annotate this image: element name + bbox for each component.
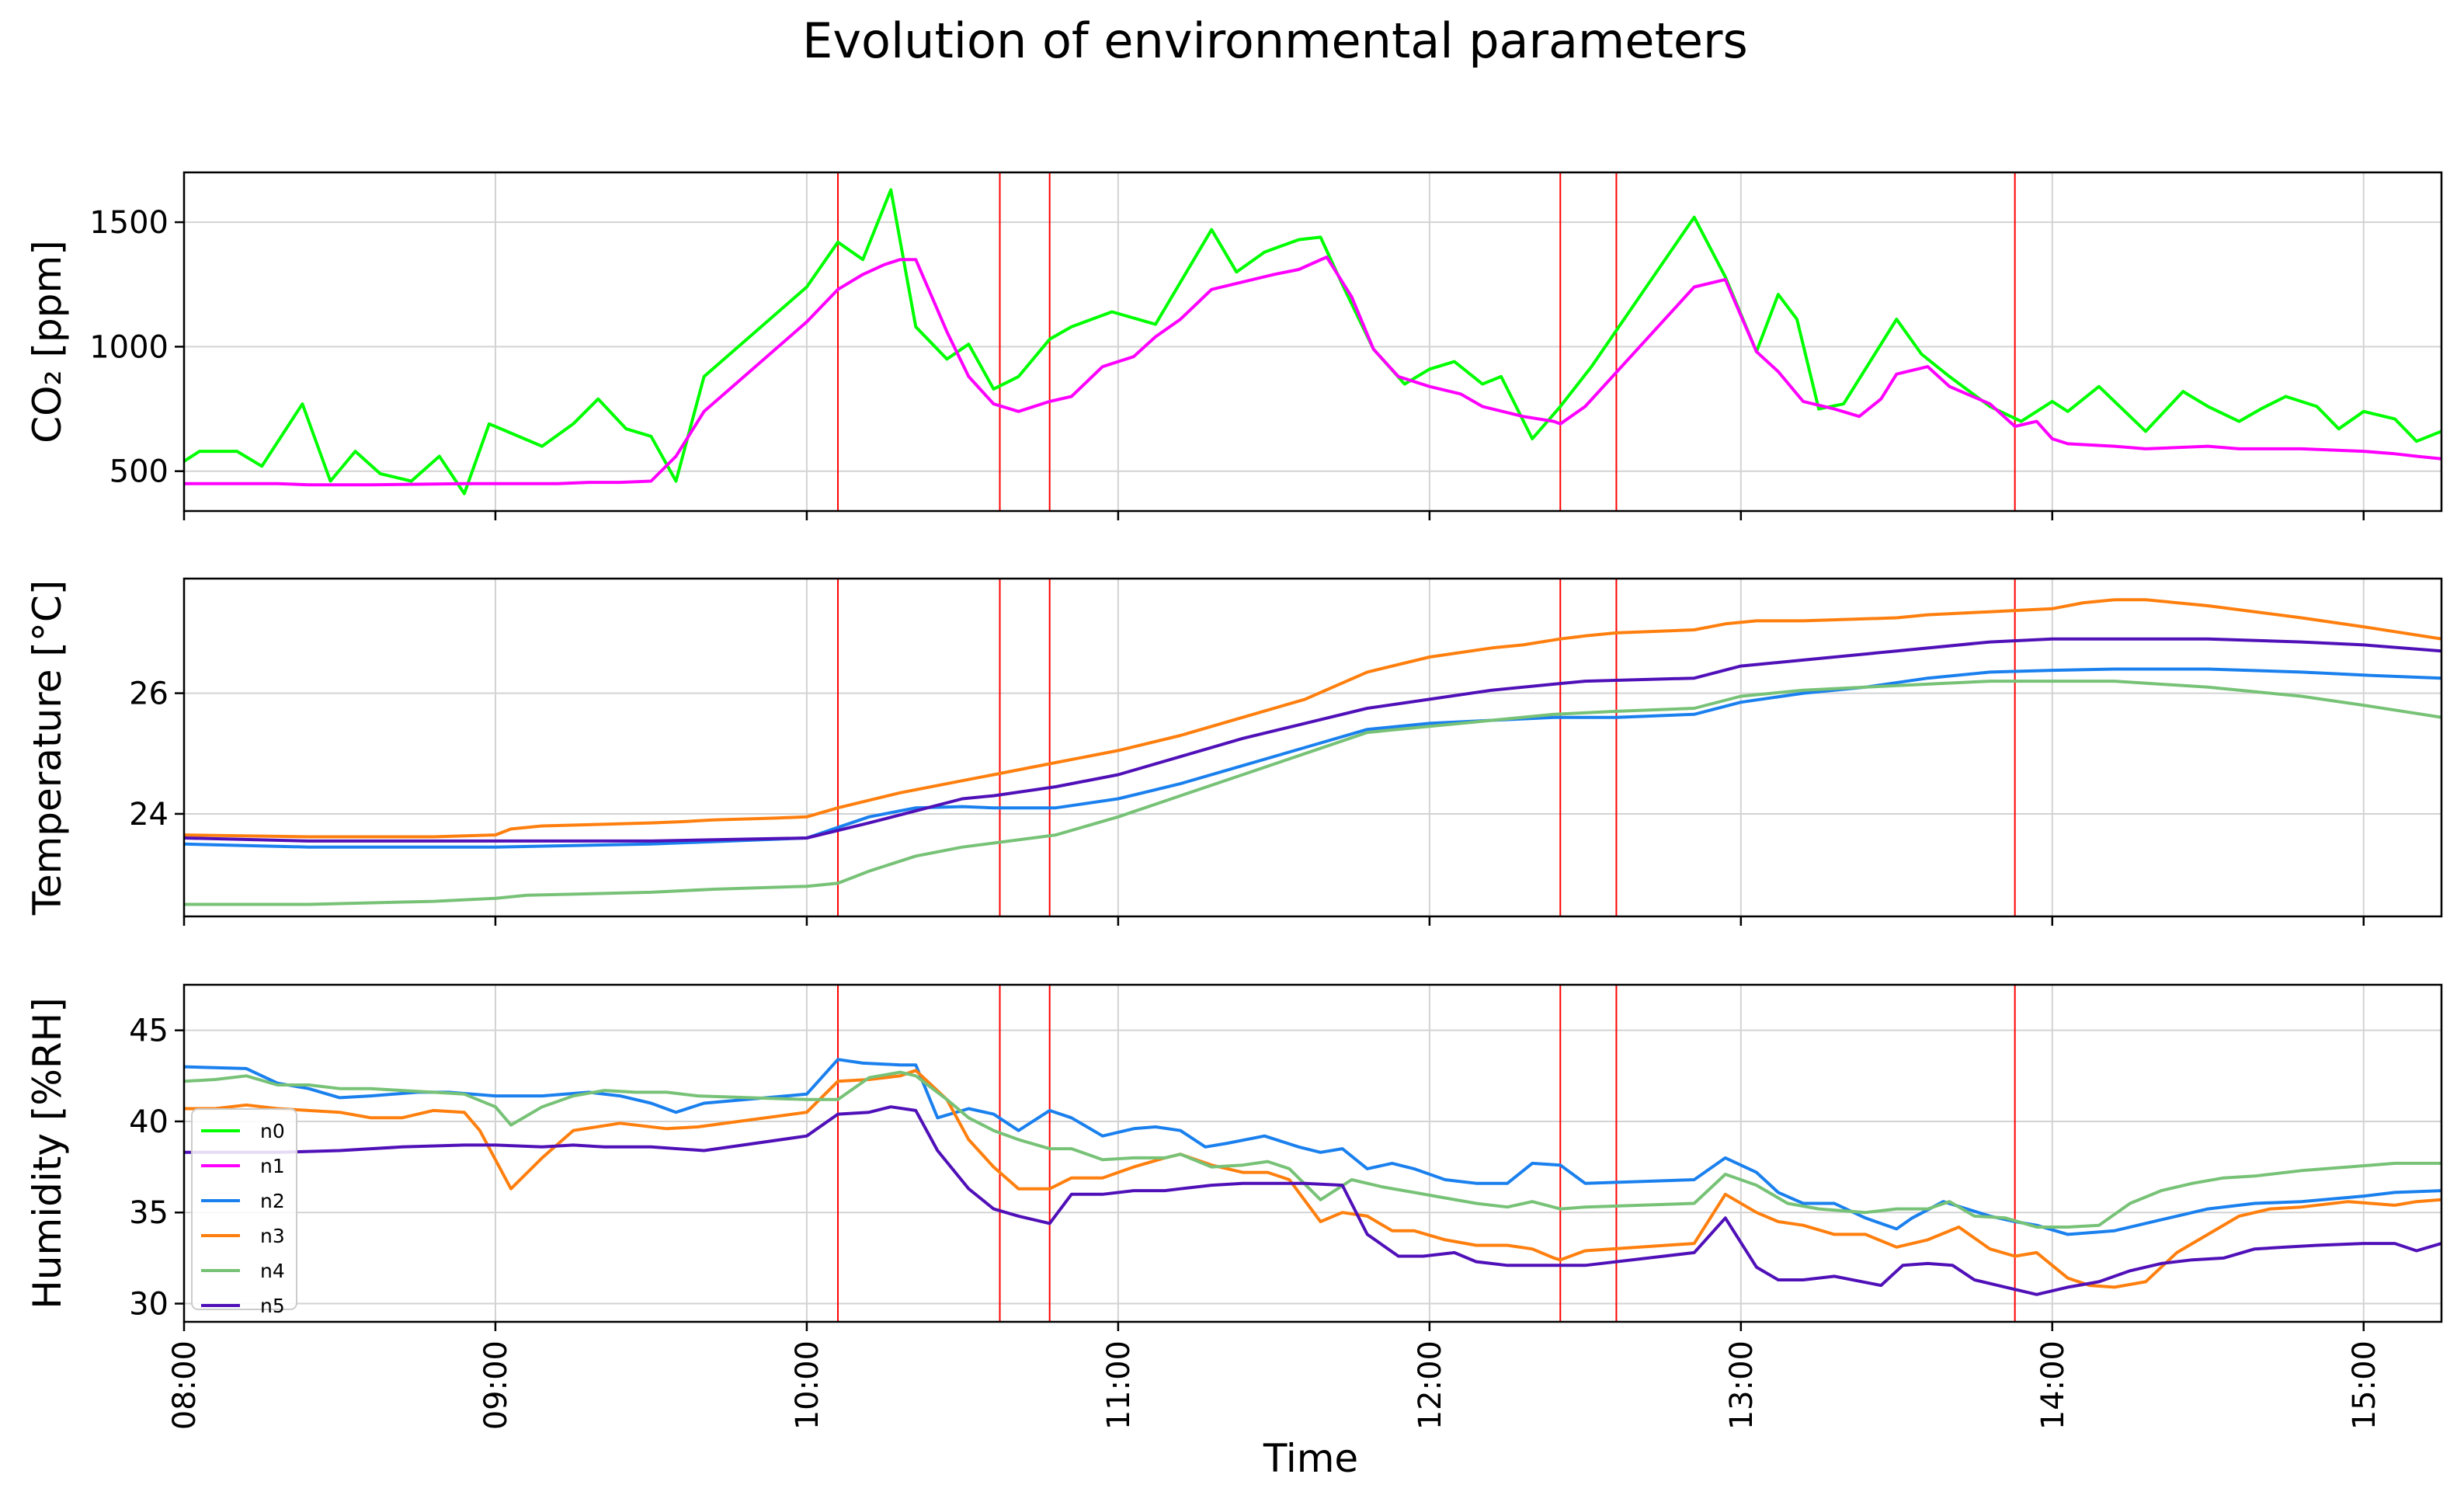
y-axis-label: CO₂ [ppm]	[25, 240, 70, 443]
series-line-n5	[184, 1105, 2441, 1296]
legend-label-n3: n3	[260, 1225, 285, 1247]
x-tick-label: 12:00	[1413, 1340, 1448, 1430]
x-tick-label: 14:00	[2035, 1340, 2071, 1430]
y-tick-label: 26	[129, 676, 169, 712]
legend-label-n1: n1	[260, 1155, 285, 1177]
panel-2: 24 26 Temperature [°C]	[25, 577, 2443, 926]
panel-frame	[182, 983, 2443, 1323]
figure-title: Evolution of environmental parameters	[802, 12, 1748, 69]
y-tick-label: 30	[129, 1287, 169, 1323]
panel-frame	[182, 171, 2443, 513]
chart-panels: 500 1000 1500 CO₂ [ppm] 24 26 Temperature [°C]…	[25, 171, 2443, 1430]
legend: n0 n1 n2 n3 n4 n5	[191, 1108, 297, 1317]
y-tick-label: 500	[109, 454, 169, 490]
x-tick-label: 10:00	[790, 1340, 825, 1430]
x-tick-label: 08:00	[167, 1340, 203, 1430]
y-tick-label: 45	[129, 1014, 169, 1049]
x-axis-label: Time	[1263, 1436, 1358, 1481]
series-line-n1	[184, 256, 2441, 487]
legend-label-n2: n2	[260, 1190, 285, 1212]
panel-frame	[182, 577, 2443, 918]
y-tick-label: 35	[129, 1195, 169, 1231]
series-line-n4	[184, 680, 2441, 906]
x-tick-label: 09:00	[478, 1340, 514, 1430]
series-line-n4	[184, 1070, 2441, 1229]
x-tick-label: 13:00	[1724, 1340, 1760, 1430]
y-tick-label: 40	[129, 1104, 169, 1140]
legend-box	[191, 1108, 297, 1310]
legend-label-n5: n5	[260, 1295, 285, 1317]
y-tick-label: 1500	[89, 205, 169, 241]
series-line-n3	[184, 598, 2441, 839]
series-line-n5	[184, 637, 2441, 843]
panel-3: 30 35 40 45 Humidity [%RH] 08:00 09:00 10:00 11:…	[25, 983, 2443, 1430]
series-line-n0	[184, 188, 2441, 495]
x-tick-label: 11:00	[1101, 1340, 1137, 1430]
y-axis-label: Temperature [°C]	[25, 580, 70, 916]
legend-label-n4: n4	[260, 1260, 285, 1282]
x-tick-label: 15:00	[2347, 1340, 2382, 1430]
series-group	[184, 188, 2441, 495]
legend-label-n0: n0	[260, 1120, 285, 1142]
series-group	[184, 598, 2441, 906]
series-line-n3	[184, 1069, 2441, 1289]
panel-1: 500 1000 1500 CO₂ [ppm]	[25, 171, 2443, 520]
series-group	[184, 1058, 2441, 1296]
y-axis-label: Humidity [%RH]	[25, 997, 70, 1309]
y-tick-label: 24	[129, 797, 169, 833]
y-tick-label: 1000	[89, 329, 169, 365]
